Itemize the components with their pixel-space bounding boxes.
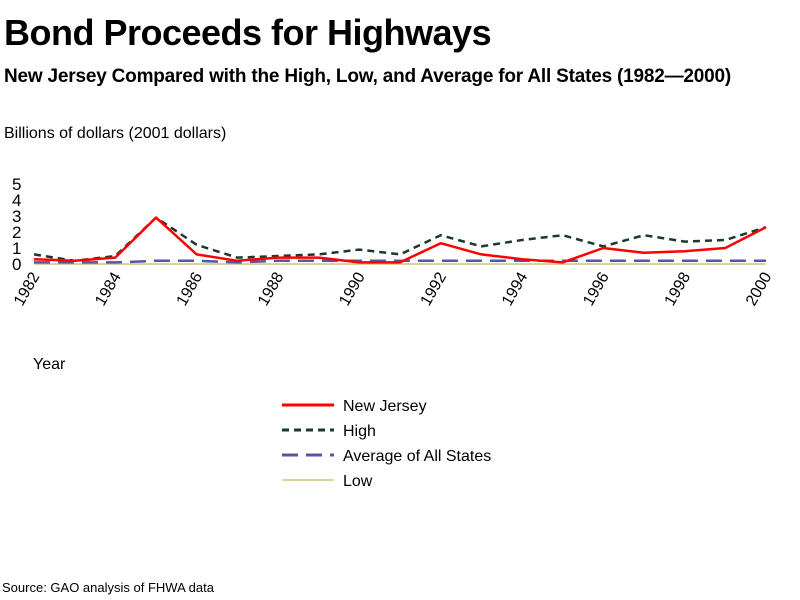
legend-item-low: Low <box>282 471 542 496</box>
legend-label: High <box>343 423 376 440</box>
legend-swatch <box>282 479 334 481</box>
legend-swatch <box>282 428 334 432</box>
y-axis-label: Billions of dollars (2001 dollars) <box>4 125 227 142</box>
legend-label: Low <box>343 473 373 490</box>
y-tick-label: 0 <box>12 255 21 274</box>
x-axis-label: Year <box>33 356 66 373</box>
legend-item-average-of-all-states: Average of All States <box>282 446 542 471</box>
chart-legend: New Jersey High Average of All States Low <box>282 396 542 496</box>
chart-title: Bond Proceeds for Highways <box>4 12 492 53</box>
x-tick-label: 2000 <box>743 269 776 308</box>
y-tick-label: 4 <box>12 191 21 210</box>
series-line-high <box>33 216 767 263</box>
x-tick-label: 1992 <box>418 269 451 308</box>
legend-label: Average of All States <box>343 448 492 465</box>
chart-subtitle: New Jersey Compared with the High, Low, … <box>4 66 732 87</box>
legend-label: New Jersey <box>343 398 427 415</box>
x-tick-label: 1986 <box>174 269 207 308</box>
legend-swatch <box>282 403 334 407</box>
x-tick-label: 1982 <box>11 269 44 308</box>
series-line-average-of-all-states <box>34 259 766 264</box>
x-tick-label: 1988 <box>255 269 288 308</box>
y-tick-label: 3 <box>12 207 21 226</box>
y-tick-label: 1 <box>12 239 21 258</box>
x-tick-label: 1984 <box>92 269 125 308</box>
series-line-new-jersey <box>33 216 767 264</box>
legend-item-high: High <box>282 421 542 446</box>
x-tick-label: 1990 <box>336 269 369 308</box>
legend-item-new-jersey: New Jersey <box>282 396 542 421</box>
legend-swatch <box>282 453 334 457</box>
y-tick-label: 2 <box>12 223 21 242</box>
x-tick-label: 1996 <box>580 269 613 308</box>
x-tick-label: 1994 <box>499 269 532 308</box>
source-note: Source: GAO analysis of FHWA data <box>2 580 214 595</box>
y-tick-label: 5 <box>12 175 21 194</box>
x-tick-label: 1998 <box>662 269 695 308</box>
